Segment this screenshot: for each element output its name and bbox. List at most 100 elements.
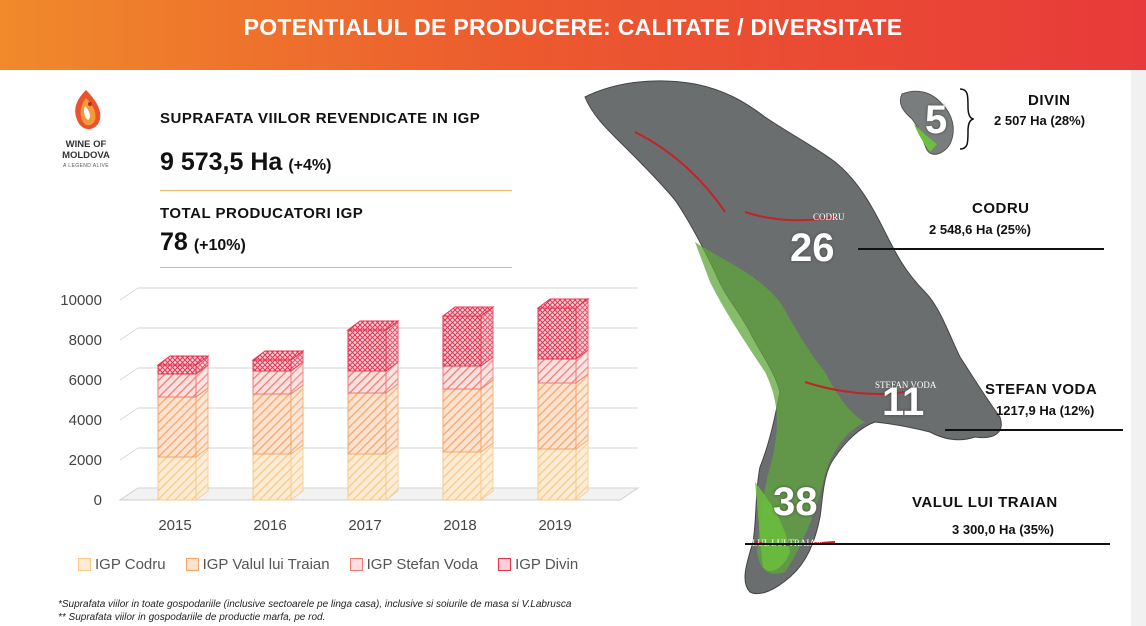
legend-swatch-divin xyxy=(498,558,512,571)
divider-2 xyxy=(160,267,512,268)
producers-heading: TOTAL PRODUCATORI IGP xyxy=(160,205,364,222)
x-tick-label: 2016 xyxy=(253,517,286,534)
footnote-2: ** Suprafata viilor in gospodariile de p… xyxy=(58,612,326,623)
producers-value: 78 xyxy=(160,228,188,256)
legend-item: IGP Valul lui Traian xyxy=(185,556,330,573)
region-name-stefan-voda: STEFAN VODA xyxy=(985,381,1098,398)
legend-item: IGP Stefan Voda xyxy=(349,556,479,573)
bar-top xyxy=(346,320,400,331)
bar-top xyxy=(251,350,305,361)
bar-segment xyxy=(252,393,292,455)
region-borders xyxy=(634,131,906,546)
y-tick-label: 2000 xyxy=(69,452,102,469)
bar-segment xyxy=(347,453,387,501)
producers-value-line: 78 (+10%) xyxy=(160,228,246,257)
footnote-1: *Suprafata viilor in toate gospodariile … xyxy=(58,599,572,610)
bar-segment xyxy=(347,329,387,372)
legend-swatch-valul xyxy=(185,558,199,571)
legend-label: IGP Divin xyxy=(515,556,579,573)
bar-segment xyxy=(537,358,577,384)
logo-line2: MOLDOVA xyxy=(62,150,110,161)
region-name-codru: CODRU xyxy=(972,200,1030,217)
legend-item: IGP Divin xyxy=(498,556,578,573)
leader-line-stefan-voda xyxy=(945,429,1123,431)
y-tick-label: 0 xyxy=(94,492,102,509)
scrollbar-gutter xyxy=(1131,70,1146,626)
bar-segment xyxy=(252,359,292,372)
title-banner: POTENTIALUL DE PRODUCERE: CALITATE / DIV… xyxy=(0,0,1146,70)
bar-segment xyxy=(537,382,577,450)
logo-tagline: A LEGEND ALIVE xyxy=(63,163,109,169)
region-number-codru: 26 xyxy=(790,226,835,270)
area-value: 9 573,5 Ha xyxy=(160,148,283,176)
logo-line1: WINE OF xyxy=(65,139,107,150)
region-value-valul: 3 300,0 Ha (35%) xyxy=(952,522,1054,537)
map-label-codru: CODRU xyxy=(813,212,845,222)
vineyard-area xyxy=(755,482,790,572)
region-value-stefan-voda: 1217,9 Ha (12%) xyxy=(996,403,1095,418)
bar-top xyxy=(156,355,210,366)
bar-side xyxy=(385,383,399,455)
bar-segment xyxy=(442,451,482,501)
region-number-divin: 5 xyxy=(925,98,948,142)
y-tick-label: 10000 xyxy=(60,292,102,309)
area-delta: (+4%) xyxy=(288,157,332,174)
producers-delta: (+10%) xyxy=(193,237,246,254)
wine-of-moldova-logo: WINE OF MOLDOVA A LEGEND ALIVE xyxy=(54,88,118,183)
gridline xyxy=(119,407,139,421)
bar-side xyxy=(480,379,494,453)
bar-segment xyxy=(252,453,292,501)
region-value-codru: 2 548,6 Ha (25%) xyxy=(929,222,1031,237)
region-number-stefan-voda: 11 xyxy=(882,380,925,424)
bar-segment xyxy=(157,373,197,398)
x-tick-label: 2017 xyxy=(348,517,381,534)
map-label-stefan-voda: STEFAN VODA xyxy=(875,380,937,390)
divin-bracket xyxy=(959,88,974,150)
bar-segment xyxy=(442,388,482,453)
bar-side xyxy=(195,387,209,458)
gridline xyxy=(119,487,139,501)
slide-title: POTENTIALUL DE PRODUCERE: CALITATE / DIV… xyxy=(243,14,903,40)
legend-swatch-stefan xyxy=(349,558,363,571)
bar-segment xyxy=(347,392,387,455)
bar-side xyxy=(480,306,494,367)
x-tick-label: 2019 xyxy=(538,517,571,534)
bar-top xyxy=(441,306,495,317)
region-number-valul: 38 xyxy=(773,480,818,524)
bar-segment xyxy=(537,307,577,360)
area-value-line: 9 573,5 Ha (+4%) xyxy=(160,148,331,177)
legend-label: IGP Valul lui Traian xyxy=(202,556,330,573)
region-name-valul: VALUL LUI TRAIAN xyxy=(912,494,1058,511)
gridline xyxy=(119,327,139,341)
bird-logo-icon xyxy=(75,90,101,130)
legend-swatch-codru xyxy=(78,558,91,571)
y-tick-label: 6000 xyxy=(69,372,102,389)
gridline xyxy=(119,287,139,301)
gridline xyxy=(119,447,139,461)
divin-inset-map xyxy=(899,90,954,155)
x-tick-label: 2018 xyxy=(443,517,476,534)
y-tick-label: 4000 xyxy=(69,412,102,429)
region-value-divin: 2 507 Ha (28%) xyxy=(994,113,1086,128)
region-name-divin: DIVIN xyxy=(1028,92,1071,109)
bar-segment xyxy=(252,370,292,395)
vineyard-area xyxy=(695,242,865,574)
bar-segment xyxy=(347,370,387,394)
leader-line-codru xyxy=(858,248,1104,250)
bar-segment xyxy=(157,396,197,458)
stacked-bar-chart: 0 2000 4000 6000 8000 10000 2015 2016 2017 2018 20… xyxy=(60,287,640,534)
area-heading: SUPRAFATA VIILOR REVENDICATE IN IGP xyxy=(160,110,481,127)
bar-segment xyxy=(442,365,482,390)
divider-1 xyxy=(160,190,512,191)
legend-label: IGP Stefan Voda xyxy=(366,556,479,573)
bar-segment xyxy=(157,456,197,501)
bar-segment xyxy=(442,315,482,367)
chart-legend: IGP Codru IGP Valul lui Traian IGP Stefa… xyxy=(78,556,578,573)
bar-segment xyxy=(537,448,577,501)
bar-top xyxy=(536,298,590,309)
gridline xyxy=(119,367,139,381)
legend-item: IGP Codru xyxy=(78,556,166,573)
y-tick-label: 8000 xyxy=(69,332,102,349)
leader-line-valul xyxy=(745,543,1110,545)
bar-segment xyxy=(157,364,197,375)
